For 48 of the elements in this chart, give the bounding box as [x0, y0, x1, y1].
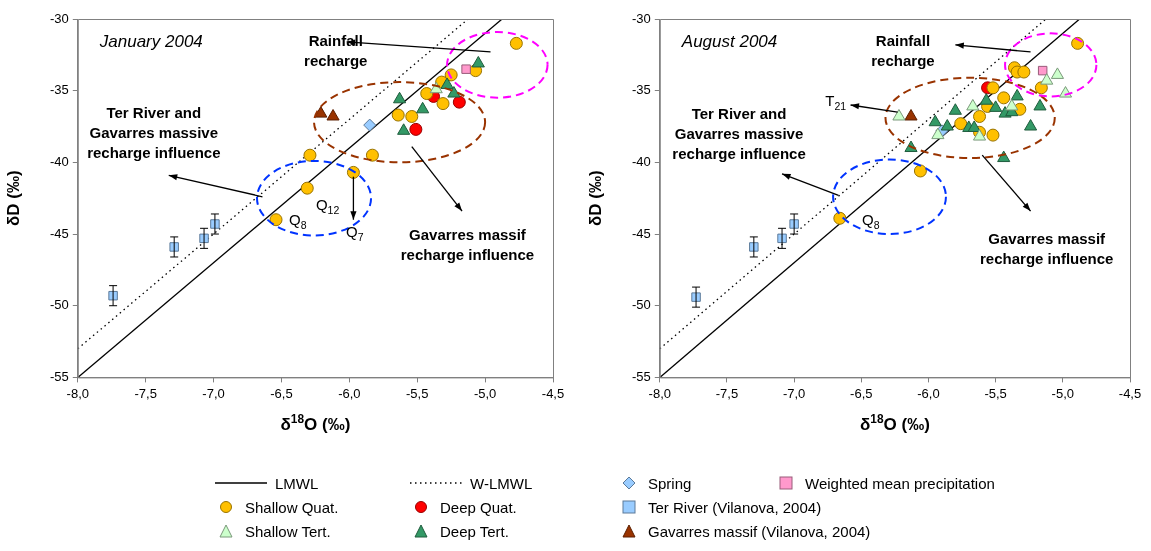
annotation: Ter River and Gavarres massive recharge influence [87, 103, 221, 161]
y-tick-label: -45 [631, 225, 651, 241]
legend-label: Shallow Tert. [245, 522, 331, 540]
annotation: Gavarres massif recharge influence [400, 225, 535, 263]
legend-label: Shallow Quat. [245, 498, 339, 516]
x-tick-label: -4,5 [541, 385, 565, 401]
x-tick-label: -7,5 [715, 385, 739, 401]
y-tick-label: -45 [49, 225, 69, 241]
legend-label: W-LMWL [470, 474, 533, 492]
y-axis-title: δD (‰) [585, 170, 605, 227]
y-tick-label: -35 [49, 82, 69, 98]
annotation: Rainfall recharge [871, 32, 935, 70]
y-tick-label: -55 [49, 368, 69, 384]
annotation: Rainfall recharge [304, 32, 368, 70]
x-tick-label: -6,0 [917, 385, 940, 401]
x-tick-label: -8,0 [66, 385, 89, 401]
legend-label: Deep Quat. [440, 498, 517, 516]
y-tick-label: -30 [49, 10, 69, 26]
text: August 2004 [680, 31, 778, 51]
x-tick-label: -8,0 [648, 385, 671, 401]
x-tick-label: -7,0 [782, 385, 806, 401]
annotation: Ter River and Gavarres massive recharge influence [672, 105, 806, 163]
legend-label: Deep Tert. [440, 522, 509, 540]
x-tick-label: -7,0 [202, 385, 225, 401]
y-axis-title: δD (‰) [3, 170, 23, 227]
legend-label: Spring [648, 474, 692, 492]
legend-label: Ter River (Vilanova, 2004) [648, 498, 822, 516]
legend-label: Gavarres massif (Vilanova, 2004) [648, 522, 871, 540]
x-tick-label: -6,5 [270, 385, 293, 401]
x-tick-label: -6,0 [338, 385, 361, 401]
y-tick-label: -50 [631, 297, 651, 313]
y-tick-label: -50 [49, 297, 69, 313]
x-tick-label: -5,5 [406, 385, 429, 401]
x-tick-label: -4,5 [1118, 385, 1142, 401]
x-tick-label: -5,0 [473, 385, 497, 401]
text: January 2004 [98, 31, 203, 51]
annotation: Gavarres massif recharge influence [980, 229, 1114, 267]
x-tick-label: -5,5 [984, 385, 1007, 401]
y-tick-label: -40 [49, 153, 69, 169]
y-tick-label: -40 [631, 153, 651, 169]
x-tick-label: -6,5 [850, 385, 873, 401]
x-tick-label: -5,0 [1051, 385, 1075, 401]
y-tick-label: -30 [631, 10, 651, 26]
y-tick-label: -55 [631, 368, 651, 384]
legend-label: Weighted mean precipitation [805, 474, 995, 492]
legend-label: LMWL [275, 474, 319, 492]
x-tick-label: -7,5 [134, 385, 157, 401]
y-tick-label: -35 [631, 82, 651, 98]
